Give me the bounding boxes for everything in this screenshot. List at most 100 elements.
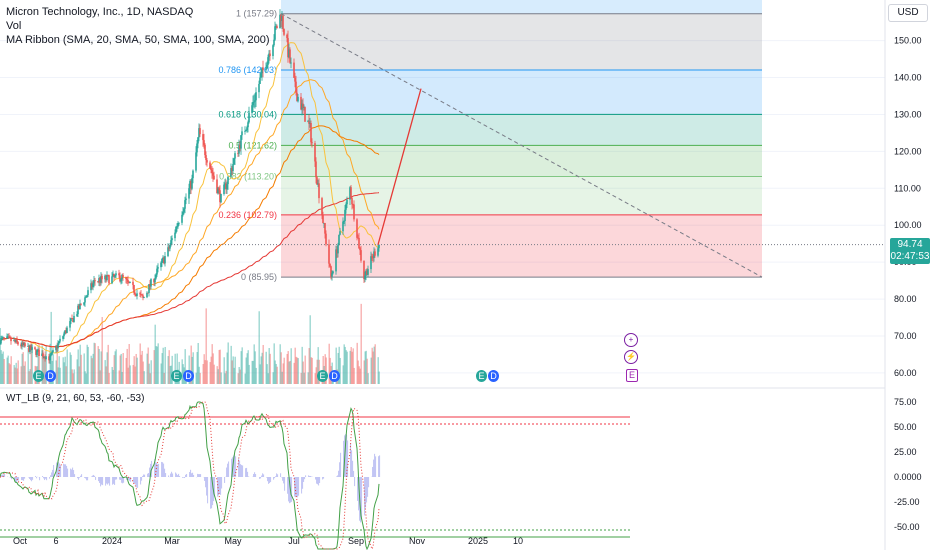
volume-bar — [314, 373, 316, 384]
candle-body — [239, 145, 241, 149]
grid — [0, 40, 885, 389]
fib-zone — [281, 70, 762, 115]
candle-body — [10, 337, 12, 342]
candle-body — [212, 173, 214, 176]
volume-bar — [195, 372, 197, 384]
candle-body — [233, 158, 235, 165]
candle-body — [149, 284, 151, 287]
volume-bar — [241, 347, 243, 384]
oscillator-diff-bar — [141, 477, 143, 481]
oscillator-diff-bar — [46, 477, 48, 481]
candle-body — [115, 273, 117, 276]
oscillator-diff-bar — [163, 463, 165, 477]
candle-body — [70, 318, 72, 322]
oscillator-diff-bar — [73, 470, 75, 477]
oscillator-diff-bar — [186, 473, 188, 477]
dividend-flag[interactable]: D — [488, 370, 499, 382]
candle-body — [342, 221, 344, 232]
oscillator-diff-bar — [184, 477, 186, 479]
candle-body — [280, 14, 282, 21]
ma-ribbon-legend[interactable]: MA Ribbon (SMA, 20, SMA, 50, SMA, 100, S… — [6, 34, 270, 46]
candle-body — [372, 257, 374, 259]
oscillator-diff-bar — [178, 473, 180, 477]
oscillator-diff-bar — [80, 475, 82, 477]
oscillator-diff-bar — [2, 474, 4, 477]
oscillator-tick-label: 25.00 — [894, 447, 917, 457]
candle-body — [258, 83, 260, 93]
last-price-badge: 94.74 02:47:53 — [890, 238, 930, 264]
volume-bar — [280, 352, 282, 384]
oscillator-legend[interactable]: WT_LB (9, 21, 60, 53, -60, -53) — [6, 393, 145, 404]
candle-body — [266, 64, 268, 69]
oscillator-diff-bar — [129, 477, 131, 481]
volume-bar — [127, 367, 129, 384]
oscillator-diff-bar — [99, 477, 101, 483]
candle-body — [125, 277, 127, 280]
candle-body — [72, 318, 74, 322]
oscillator-diff-bar — [98, 477, 100, 482]
candle-body — [87, 290, 89, 296]
oscillator-diff-bar — [87, 477, 89, 481]
volume-bar — [286, 353, 288, 384]
earnings-flag[interactable]: E — [33, 370, 44, 382]
candle-body — [178, 222, 180, 224]
dividend-flag[interactable]: D — [183, 370, 194, 382]
earnings-flag[interactable]: E — [317, 370, 328, 382]
candle-body — [209, 162, 211, 169]
candle-body — [140, 294, 142, 296]
oscillator-diff-bar — [107, 477, 109, 485]
dividend-flag[interactable]: D — [45, 370, 56, 382]
oscillator-diff-bar — [50, 475, 52, 477]
oscillator-diff-bar — [240, 464, 242, 477]
volume-bar — [38, 345, 40, 384]
oscillator-diff-bar — [148, 473, 150, 477]
time-tick-label: Oct — [13, 536, 28, 546]
candle-body — [24, 343, 26, 347]
volume-bar — [30, 344, 32, 384]
candle-body — [14, 340, 16, 342]
volume-bar — [335, 347, 337, 384]
volume-bar — [211, 344, 213, 384]
symbol-title[interactable]: Micron Technology, Inc., 1D, NASDAQ — [6, 6, 194, 18]
upcoming-earnings-flag[interactable]: E — [626, 369, 638, 382]
oscillator-diff-bar — [266, 477, 268, 478]
candle-body — [154, 278, 156, 283]
candle-body — [364, 275, 366, 280]
dividend-flag[interactable]: D — [329, 370, 340, 382]
candle-body — [6, 336, 8, 339]
fib-level-label: 0.382 (113.20) — [219, 171, 277, 181]
fib-zone — [281, 176, 762, 215]
earnings-flag[interactable]: E — [171, 370, 182, 382]
oscillator-diff-bar — [36, 477, 38, 479]
currency-button[interactable]: USD — [888, 4, 928, 22]
candle-body — [150, 279, 152, 287]
oscillator-diff-bar — [368, 477, 370, 488]
oscillator-diff-bar — [49, 477, 51, 479]
candle-body — [49, 355, 51, 361]
candle-body — [112, 273, 114, 277]
wavetrend-oscillator — [0, 401, 630, 550]
candle-body — [198, 128, 200, 138]
volume-bar — [254, 351, 256, 384]
volume-bar — [80, 354, 82, 384]
candles — [0, 9, 885, 364]
volume-legend[interactable]: Vol — [6, 20, 22, 32]
candle-body — [160, 262, 162, 268]
volume-bar — [64, 356, 66, 384]
candle-body — [203, 140, 205, 145]
volume-bar — [17, 360, 19, 384]
volume-bar — [227, 342, 229, 384]
candle-body — [52, 350, 54, 352]
add-event-plus-icon[interactable]: + — [624, 333, 638, 347]
oscillator-diff-bar — [206, 477, 208, 496]
lightning-icon[interactable]: ⚡ — [624, 350, 638, 364]
earnings-flag[interactable]: E — [476, 370, 487, 382]
fib-zone — [281, 114, 762, 146]
volume-bar — [77, 349, 79, 384]
oscillator-diff-bar — [114, 477, 116, 485]
candle-body — [238, 145, 240, 154]
candle-body — [301, 103, 303, 110]
candle-body — [297, 96, 299, 102]
oscillator-diff-bar — [91, 476, 93, 477]
